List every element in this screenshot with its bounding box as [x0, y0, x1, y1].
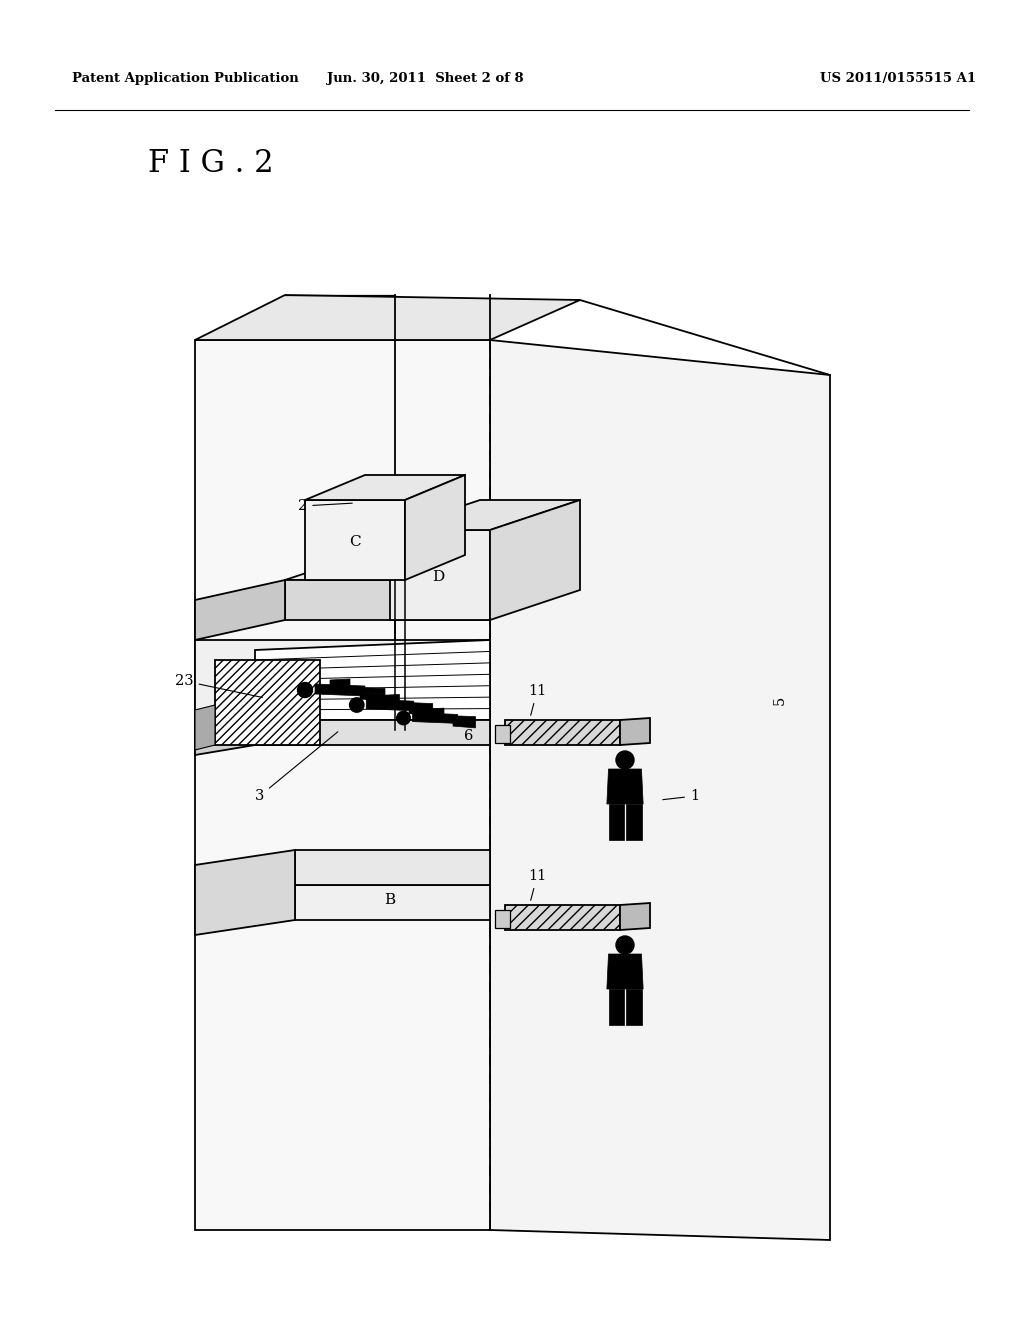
Polygon shape: [607, 770, 643, 804]
Polygon shape: [315, 684, 365, 696]
Polygon shape: [505, 906, 620, 931]
Circle shape: [298, 682, 312, 697]
Polygon shape: [626, 804, 641, 840]
Polygon shape: [195, 850, 295, 935]
Text: 3: 3: [255, 731, 338, 803]
Circle shape: [616, 936, 634, 954]
Text: D: D: [432, 570, 444, 583]
Polygon shape: [495, 909, 510, 928]
Polygon shape: [295, 850, 490, 884]
Text: 5: 5: [773, 696, 787, 705]
Circle shape: [349, 698, 364, 713]
Polygon shape: [620, 718, 650, 744]
Polygon shape: [215, 660, 319, 744]
Polygon shape: [295, 884, 490, 920]
Polygon shape: [195, 705, 215, 750]
Polygon shape: [390, 500, 580, 531]
Polygon shape: [195, 640, 490, 730]
Text: 1: 1: [663, 789, 699, 803]
Polygon shape: [195, 341, 490, 1230]
Polygon shape: [305, 500, 406, 579]
Polygon shape: [453, 721, 475, 727]
Polygon shape: [608, 804, 625, 840]
Circle shape: [396, 711, 411, 725]
Text: C: C: [349, 535, 360, 549]
Polygon shape: [608, 989, 625, 1026]
Text: 11: 11: [528, 684, 546, 715]
Text: Jun. 30, 2011  Sheet 2 of 8: Jun. 30, 2011 Sheet 2 of 8: [327, 73, 523, 84]
Polygon shape: [490, 500, 580, 620]
Polygon shape: [285, 550, 580, 579]
Text: B: B: [384, 894, 395, 907]
Polygon shape: [413, 713, 458, 723]
Polygon shape: [305, 475, 465, 500]
Text: 23: 23: [175, 675, 262, 697]
Polygon shape: [406, 475, 465, 579]
Text: 2: 2: [298, 499, 352, 513]
Polygon shape: [505, 719, 620, 744]
Polygon shape: [360, 693, 385, 701]
Polygon shape: [620, 903, 650, 931]
Text: 6: 6: [464, 729, 473, 743]
Polygon shape: [381, 694, 399, 702]
Polygon shape: [607, 954, 643, 989]
Text: US 2011/0155515 A1: US 2011/0155515 A1: [820, 73, 976, 84]
Text: Patent Application Publication: Patent Application Publication: [72, 73, 299, 84]
Polygon shape: [195, 294, 580, 341]
Polygon shape: [409, 702, 433, 709]
Text: F I G . 2: F I G . 2: [148, 148, 273, 180]
Polygon shape: [426, 708, 444, 715]
Polygon shape: [255, 640, 490, 719]
Polygon shape: [195, 719, 255, 755]
Text: 11: 11: [528, 869, 546, 900]
Circle shape: [616, 751, 634, 770]
Polygon shape: [367, 700, 414, 710]
Polygon shape: [390, 531, 490, 620]
Polygon shape: [330, 678, 350, 686]
Polygon shape: [195, 579, 285, 640]
Polygon shape: [453, 715, 475, 722]
Polygon shape: [360, 688, 385, 694]
Polygon shape: [495, 725, 510, 743]
Polygon shape: [285, 579, 490, 620]
Polygon shape: [409, 708, 433, 715]
Polygon shape: [490, 341, 830, 1239]
Polygon shape: [255, 719, 490, 744]
Polygon shape: [626, 989, 641, 1026]
